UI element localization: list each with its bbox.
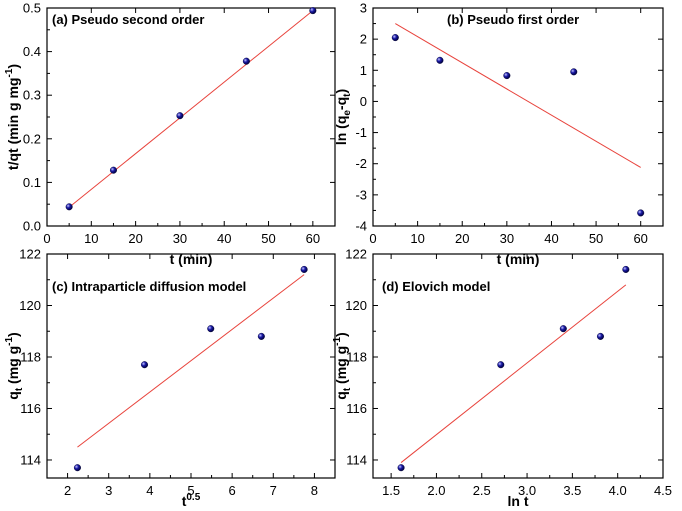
data-point <box>257 332 265 340</box>
data-point <box>622 265 630 273</box>
plot-frame <box>372 7 664 227</box>
x-tick-label: 3.0 <box>518 483 536 498</box>
data-point <box>570 68 578 76</box>
x-tick-label: 60 <box>633 231 647 246</box>
x-axis-label: t0.5 <box>182 492 201 509</box>
x-tick-label: 0 <box>369 231 376 246</box>
fit-line <box>395 23 641 168</box>
panel-d: 1.5 2.0 2.5 3.0 3.5 4.0 4.5 114 116 118 120 122 (d) … <box>332 247 672 510</box>
fit-line <box>400 284 627 463</box>
x-tick-label: 30 <box>500 231 514 246</box>
y-tick-label: 122 <box>19 247 41 262</box>
x-tick-label: 4 <box>146 483 153 498</box>
y-tick-label: 0.5 <box>23 1 41 16</box>
data-point <box>559 325 567 333</box>
y-tick-label: 0.0 <box>23 219 41 234</box>
y-tick-label: -4 <box>355 219 367 234</box>
y-tick-label: 0 <box>360 94 367 109</box>
data-point <box>109 166 117 174</box>
x-tick-label: 20 <box>128 231 142 246</box>
data-point <box>176 112 184 120</box>
y-axis-label: t/qt (min g mg-1) <box>4 64 21 170</box>
x-tick-label: 10 <box>84 231 98 246</box>
y-tick-label: 116 <box>346 401 367 416</box>
x-tick-label: 5 <box>187 483 194 498</box>
data-point <box>497 361 505 369</box>
y-axis-label: qt (mg g-1) <box>4 332 25 399</box>
panel-title: (a) Pseudo second order <box>52 12 204 27</box>
y-tick-label: 120 <box>345 298 367 313</box>
x-axis-label: t (min) <box>497 251 540 267</box>
data-point <box>436 56 444 64</box>
x-tick-label: 4.0 <box>609 483 627 498</box>
data-point <box>503 72 511 80</box>
fit-line <box>77 274 305 448</box>
x-tick-label: 50 <box>589 231 603 246</box>
y-tick-label: 0.1 <box>23 175 41 190</box>
x-tick-label: 20 <box>455 231 469 246</box>
x-axis-label: ln t <box>508 493 529 509</box>
y-axis-label: qt (mg g-1) <box>332 332 353 399</box>
x-tick-label: 1.5 <box>382 483 400 498</box>
y-tick-label: -1 <box>355 125 367 140</box>
x-tick-label: 7 <box>270 483 277 498</box>
panel-b: 0 10 20 30 40 50 60 -4 -3 -2 -1 0 1 2 3 (b) Pseudo firs… <box>333 1 664 267</box>
panel-title: (c) Intraparticle diffusion model <box>52 279 246 294</box>
data-point <box>65 203 73 211</box>
data-point <box>596 332 604 340</box>
x-tick-label: 40 <box>217 231 231 246</box>
y-tick-label: 0.3 <box>23 88 41 103</box>
data-point <box>300 265 308 273</box>
y-tick-label: -2 <box>355 156 367 171</box>
y-tick-label: 1 <box>360 63 367 78</box>
y-tick-label: -3 <box>355 187 367 202</box>
x-tick-label: 10 <box>410 231 424 246</box>
x-tick-label: 2.0 <box>427 483 445 498</box>
x-tick-label: 3.5 <box>563 483 581 498</box>
plot-frame <box>372 253 664 479</box>
plot-frame <box>46 7 336 227</box>
x-tick-label: 60 <box>306 231 320 246</box>
y-tick-label: 120 <box>19 298 41 313</box>
y-tick-label: 0.4 <box>23 44 41 59</box>
x-tick-label: 3 <box>105 483 112 498</box>
y-tick-label: 116 <box>20 401 41 416</box>
x-tick-label: 2 <box>64 483 71 498</box>
y-tick-label: 2 <box>360 32 367 47</box>
x-tick-label: 6 <box>229 483 236 498</box>
data-point <box>637 209 645 217</box>
x-tick-label: 50 <box>261 231 275 246</box>
data-point <box>391 34 399 42</box>
y-tick-label: 118 <box>20 349 41 364</box>
y-tick-label: 122 <box>345 247 367 262</box>
data-point <box>242 57 250 65</box>
panel-c: 2 3 4 5 6 7 8 114 116 118 120 122 (c) Intraparticle … <box>4 247 336 509</box>
y-tick-label: 118 <box>346 349 367 364</box>
y-tick-label: 0.2 <box>23 131 41 146</box>
x-tick-label: 30 <box>173 231 187 246</box>
y-axis-label: ln (qe-qt) <box>333 89 353 145</box>
y-tick-label: 114 <box>20 452 41 467</box>
data-point <box>397 464 405 472</box>
data-point <box>309 7 317 15</box>
fit-line <box>68 10 314 208</box>
data-point <box>73 464 81 472</box>
y-tick-label: 3 <box>360 1 367 16</box>
x-tick-label: 4.5 <box>654 483 672 498</box>
panel-a: 0 10 20 30 40 50 60 0.0 0.1 0.2 0.3 0.4 0.5 (a) Pseud… <box>4 1 336 267</box>
data-point <box>207 325 215 333</box>
panel-title: (d) Elovich model <box>382 279 490 294</box>
x-tick-label: 0 <box>43 231 50 246</box>
x-tick-label: 8 <box>311 483 318 498</box>
data-point <box>141 361 149 369</box>
x-tick-label: 2.5 <box>473 483 491 498</box>
x-tick-label: 40 <box>544 231 558 246</box>
y-tick-label: 114 <box>346 452 367 467</box>
panel-title: (b) Pseudo first order <box>447 12 579 27</box>
